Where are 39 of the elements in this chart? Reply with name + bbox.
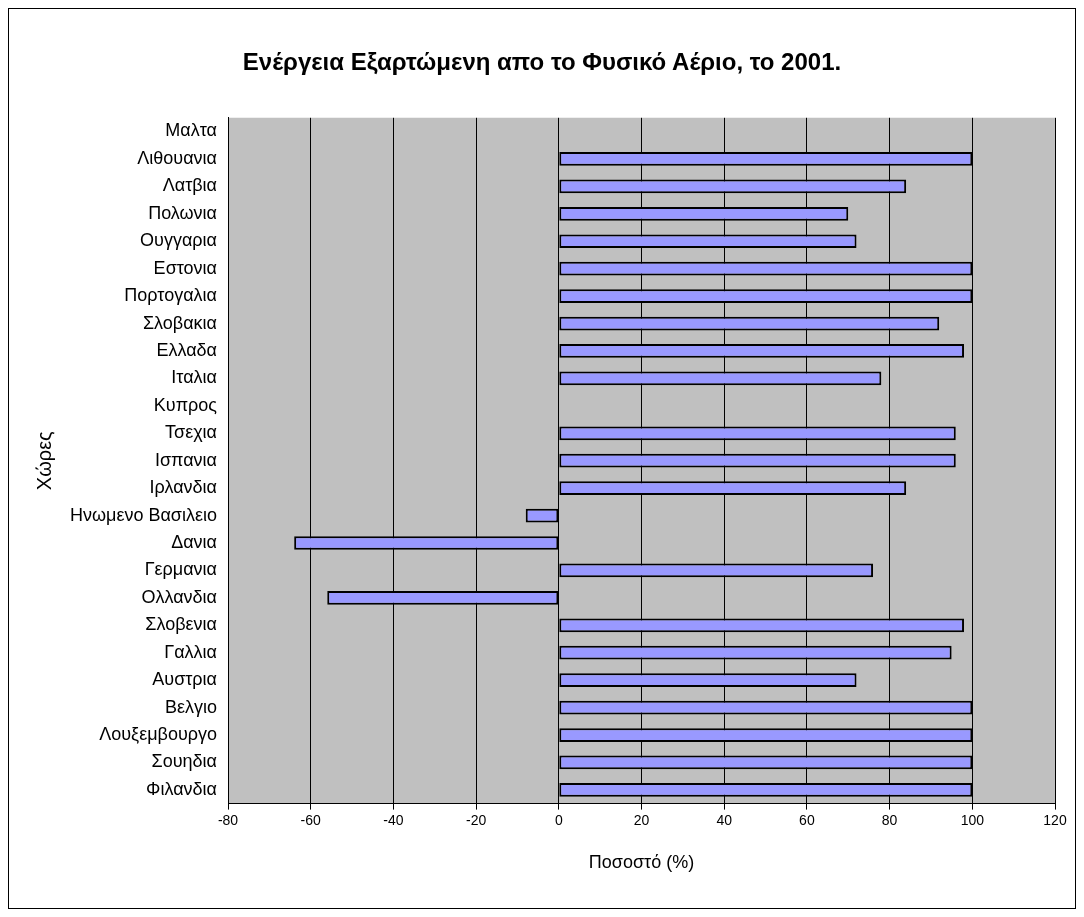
y-tick-label: Πολωνια <box>148 202 218 223</box>
y-tick-label: Ελλαδα <box>156 339 218 360</box>
y-tick-label: Σλοβενια <box>145 614 218 635</box>
y-tick-label: Λουξεμβουργο <box>99 723 218 744</box>
x-tick-label: -60 <box>300 811 322 828</box>
y-tick-label: Τσεχια <box>165 422 218 443</box>
x-tick-label: 20 <box>633 811 650 828</box>
x-tick-label: -40 <box>383 811 404 828</box>
y-tick-label: Σλοβακια <box>142 312 218 333</box>
y-tick-label: Μαλτα <box>165 120 218 141</box>
y-tick-label: Ουγγαρια <box>140 230 218 251</box>
y-tick-label: Αυστρια <box>152 669 218 690</box>
y-axis-title: Χώρες <box>32 430 55 491</box>
y-tick-label: Εστονια <box>153 257 218 278</box>
y-tick-label: Ιταλια <box>171 367 218 388</box>
x-tick-label: 100 <box>960 811 985 828</box>
y-tick-label: Γερμανια <box>144 559 218 580</box>
y-tick-label: Σουηδια <box>151 751 218 772</box>
x-tick-label: 60 <box>799 811 815 828</box>
y-tick-label: Ιρλανδια <box>149 477 218 498</box>
y-tick-label: Φιλανδια <box>146 778 218 799</box>
y-tick-label: Ηνωμενο Βασιλειο <box>70 504 218 525</box>
y-tick-label: Πορτογαλια <box>124 285 218 306</box>
x-tick-label: -80 <box>217 811 239 828</box>
x-axis-title: Ποσοστό (%) <box>588 852 695 873</box>
x-tick-label: 40 <box>716 811 733 828</box>
y-tick-label: Λιθουανια <box>137 147 218 168</box>
x-tick-label: 0 <box>554 811 563 828</box>
x-tick-label: 80 <box>881 811 898 828</box>
y-tick-label: Ολλανδια <box>141 586 218 607</box>
y-tick-label: Βελγιο <box>164 696 218 717</box>
x-tick-label: -20 <box>465 811 487 828</box>
y-tick-label: Ισπανια <box>154 449 218 470</box>
x-tick-label: 120 <box>1043 811 1067 828</box>
y-tick-label: Γαλλια <box>164 641 218 662</box>
y-tick-label: Λατβια <box>162 175 218 196</box>
y-tick-label: Δανια <box>171 531 218 552</box>
chart-title: Ενέργεια Εξαρτώμενη απο το Φυσικό Αέριο, το 2001. <box>242 48 842 76</box>
y-tick-label: Κυπρος <box>153 394 218 415</box>
